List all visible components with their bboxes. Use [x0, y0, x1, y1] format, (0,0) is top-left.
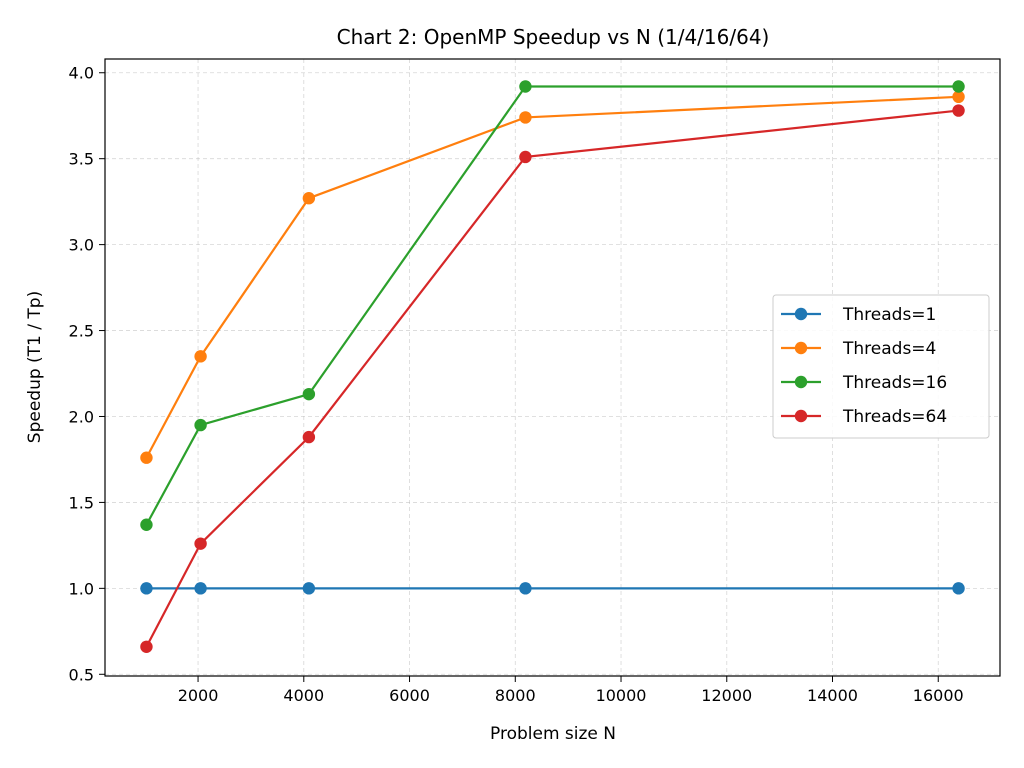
- legend: Threads=1 Threads=4 Threads=16 Threads=64: [772, 294, 990, 439]
- x-tick-label: 6000: [389, 686, 430, 705]
- data-point: [194, 418, 207, 432]
- data-point: [194, 582, 207, 595]
- axis-ticks: 2000 4000 6000 8000 10000 12000 14000 16000 0.5 1…: [69, 64, 964, 705]
- x-tick-label: 2000: [178, 686, 219, 705]
- y-tick-label: 3.5: [69, 150, 94, 169]
- data-point: [302, 192, 316, 205]
- legend-item: Threads=64: [781, 407, 947, 427]
- x-tick-label: 16000: [913, 686, 964, 705]
- data-point: [952, 80, 965, 93]
- x-tick-label: 10000: [596, 686, 647, 705]
- legend-marker: [794, 375, 808, 389]
- legend-label: Threads=64: [842, 407, 947, 427]
- data-point: [302, 430, 316, 444]
- x-tick-label: 4000: [283, 686, 324, 705]
- legend-label: Threads=16: [842, 373, 947, 393]
- x-tick-label: 8000: [495, 686, 536, 705]
- y-tick-label: 1.5: [69, 493, 94, 512]
- data-point: [302, 387, 316, 401]
- data-point: [140, 582, 153, 595]
- data-point: [194, 350, 207, 363]
- legend-item: Threads=16: [781, 373, 947, 393]
- data-point: [519, 111, 532, 124]
- legend-marker: [794, 341, 808, 355]
- y-tick-label: 3.0: [69, 236, 94, 255]
- legend-marker: [794, 409, 808, 423]
- y-tick-label: 2.0: [69, 407, 94, 426]
- y-tick-label: 4.0: [69, 64, 94, 83]
- legend-marker: [794, 307, 808, 321]
- legend-label: Threads=1: [842, 305, 936, 325]
- legend-label: Threads=4: [842, 339, 936, 359]
- data-point: [140, 518, 153, 531]
- plot-frame: [104, 58, 1001, 677]
- series-threads-64: [140, 104, 965, 653]
- data-point: [952, 90, 965, 104]
- legend-item: Threads=1: [781, 305, 936, 325]
- x-tick-label: 12000: [701, 686, 752, 705]
- data-point: [952, 582, 965, 595]
- y-tick-label: 1.0: [69, 579, 94, 598]
- x-tick-label: 14000: [807, 686, 858, 705]
- y-tick-label: 0.5: [69, 665, 94, 684]
- y-tick-label: 2.5: [69, 322, 94, 341]
- legend-box: [772, 294, 990, 439]
- series-threads-1: [140, 582, 965, 595]
- data-point: [194, 537, 207, 550]
- data-point: [140, 451, 153, 464]
- data-point: [952, 104, 965, 117]
- data-point: [519, 80, 532, 93]
- data-point: [519, 582, 532, 595]
- data-point: [519, 150, 532, 164]
- series-threads-16: [140, 80, 965, 531]
- data-point: [140, 640, 153, 653]
- chart-title: Chart 2: OpenMP Speedup vs N (1/4/16/64): [337, 25, 770, 49]
- series-layer: [140, 80, 965, 653]
- legend-item: Threads=4: [781, 339, 936, 359]
- x-axis-label: Problem size N: [490, 724, 616, 744]
- data-point: [302, 582, 316, 595]
- series-threads-4: [140, 90, 965, 464]
- y-axis-label: Speedup (T1 / Tp): [25, 291, 45, 443]
